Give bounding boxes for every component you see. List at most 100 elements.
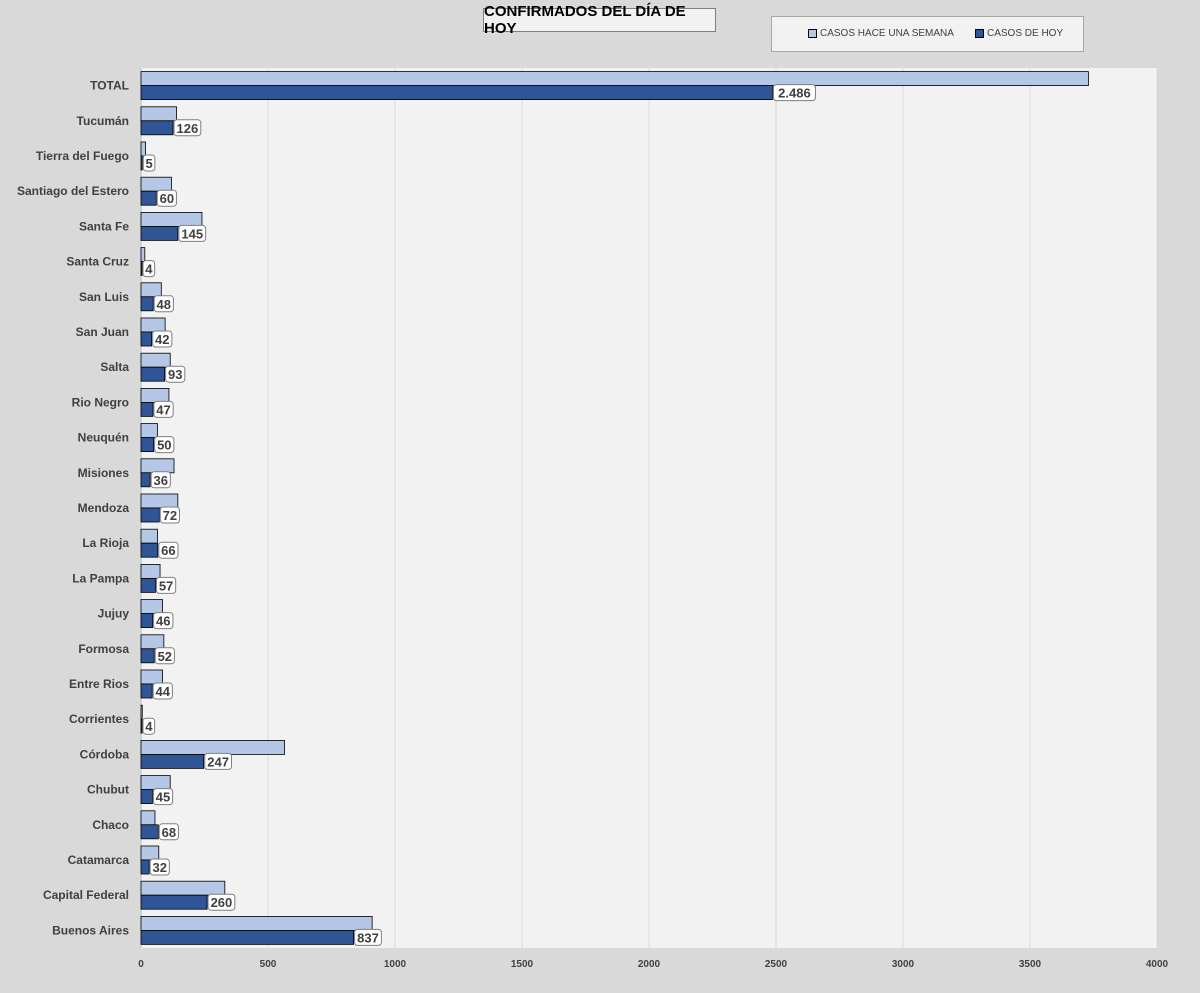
bar-last-week xyxy=(140,387,170,403)
data-label-today: 68 xyxy=(162,825,176,840)
bar-today xyxy=(140,578,156,593)
data-label-box xyxy=(173,119,202,137)
category-label: Mendoza xyxy=(78,501,130,515)
data-labels: 2.48612656014544842934750367266574652444… xyxy=(142,84,816,946)
x-tick-label: 500 xyxy=(260,959,277,970)
bar-last-week xyxy=(140,704,143,720)
data-label-today: 52 xyxy=(158,649,172,664)
legend-swatch-today xyxy=(975,29,984,38)
bar-today xyxy=(140,225,179,241)
data-label-today: 837 xyxy=(357,930,379,945)
category-label: Neuquén xyxy=(78,431,129,445)
bar-today xyxy=(140,648,155,664)
bar-last-week xyxy=(140,352,171,368)
data-label-today: 32 xyxy=(152,860,166,875)
category-label: Santiago del Estero xyxy=(17,184,129,198)
data-label-today: 2.486 xyxy=(778,86,811,101)
bar-today xyxy=(140,401,154,417)
data-label-today: 4 xyxy=(145,262,153,277)
category-label: Santa Fe xyxy=(79,219,129,233)
category-label: Buenos Aires xyxy=(52,923,129,937)
bar-today xyxy=(140,366,166,382)
data-label-box xyxy=(153,295,174,313)
bar-today xyxy=(140,930,354,945)
x-tick-label: 0 xyxy=(138,959,144,970)
bar-last-week xyxy=(140,634,165,650)
bar-last-week xyxy=(140,564,161,579)
x-tick-label: 2000 xyxy=(638,959,661,970)
category-label: Rio Negro xyxy=(72,395,129,409)
bar-today xyxy=(140,507,160,523)
gridlines xyxy=(140,68,1158,948)
data-label-box xyxy=(154,647,175,665)
data-label-today: 72 xyxy=(163,508,177,523)
bars xyxy=(140,71,1089,945)
bar-today xyxy=(140,859,150,875)
bar-today xyxy=(140,894,208,910)
data-label-today: 57 xyxy=(159,578,173,593)
category-label: Salta xyxy=(100,360,129,374)
bar-last-week xyxy=(140,458,175,474)
bar-last-week xyxy=(140,493,179,509)
bar-today xyxy=(140,120,174,136)
x-tick-label: 1000 xyxy=(384,959,407,970)
category-label: Chaco xyxy=(92,818,129,832)
bar-today xyxy=(140,155,143,171)
data-label-box xyxy=(207,893,236,911)
x-tick-label: 2500 xyxy=(765,959,788,970)
bar-today xyxy=(140,789,153,804)
category-label: Corrientes xyxy=(69,712,129,726)
data-label-today: 44 xyxy=(156,684,171,699)
bar-last-week xyxy=(140,880,226,896)
bar-today xyxy=(140,296,154,312)
bar-last-week xyxy=(140,247,146,263)
data-label-box xyxy=(149,858,170,876)
bar-today xyxy=(140,437,155,453)
legend-item-last-week: CASOS HACE UNA SEMANA xyxy=(808,28,954,39)
x-tick-label: 4000 xyxy=(1146,959,1169,970)
data-label-today: 5 xyxy=(145,156,152,171)
bar-last-week xyxy=(140,599,163,614)
category-label: San Luis xyxy=(79,290,129,304)
data-label-box xyxy=(152,682,173,700)
data-label-today: 4 xyxy=(145,719,153,734)
data-label-box xyxy=(772,84,816,102)
legend-label-today: CASOS DE HOY xyxy=(987,28,1064,39)
data-label-today: 126 xyxy=(177,121,199,136)
category-label: TOTAL xyxy=(90,79,129,93)
bar-today xyxy=(140,85,773,100)
data-label-box xyxy=(159,506,180,524)
data-label-today: 145 xyxy=(181,226,203,241)
bar-last-week xyxy=(140,317,166,333)
data-label-box xyxy=(152,788,174,806)
bar-last-week xyxy=(140,176,172,192)
category-label: Catamarca xyxy=(68,853,130,867)
data-label-box xyxy=(142,154,156,172)
data-label-box xyxy=(153,612,174,630)
bar-today xyxy=(140,754,205,769)
legend-swatch-last-week xyxy=(808,29,817,38)
bar-last-week xyxy=(140,528,158,544)
legend-item-today: CASOS DE HOY xyxy=(975,28,1063,39)
data-label-box xyxy=(152,330,173,348)
category-label: La Rioja xyxy=(82,536,129,550)
data-label-today: 48 xyxy=(157,297,171,312)
data-label-today: 46 xyxy=(156,614,170,629)
bar-today xyxy=(140,683,153,699)
data-label-box xyxy=(178,224,207,242)
data-label-box xyxy=(354,928,382,946)
category-label: Córdoba xyxy=(80,747,130,761)
data-label-box xyxy=(158,541,179,559)
data-label-today: 247 xyxy=(207,754,229,769)
data-label-today: 260 xyxy=(211,895,233,910)
data-label-box xyxy=(158,823,179,841)
category-label: Tucumán xyxy=(77,114,129,128)
legend-label-last-week: CASOS HACE UNA SEMANA xyxy=(820,28,954,39)
bar-today xyxy=(140,190,157,206)
bar-last-week xyxy=(140,106,177,122)
bar-last-week xyxy=(140,141,146,157)
bar-last-week xyxy=(140,810,156,826)
data-label-today: 36 xyxy=(154,473,168,488)
x-tick-label: 3500 xyxy=(1019,959,1042,970)
bar-last-week xyxy=(140,423,158,439)
